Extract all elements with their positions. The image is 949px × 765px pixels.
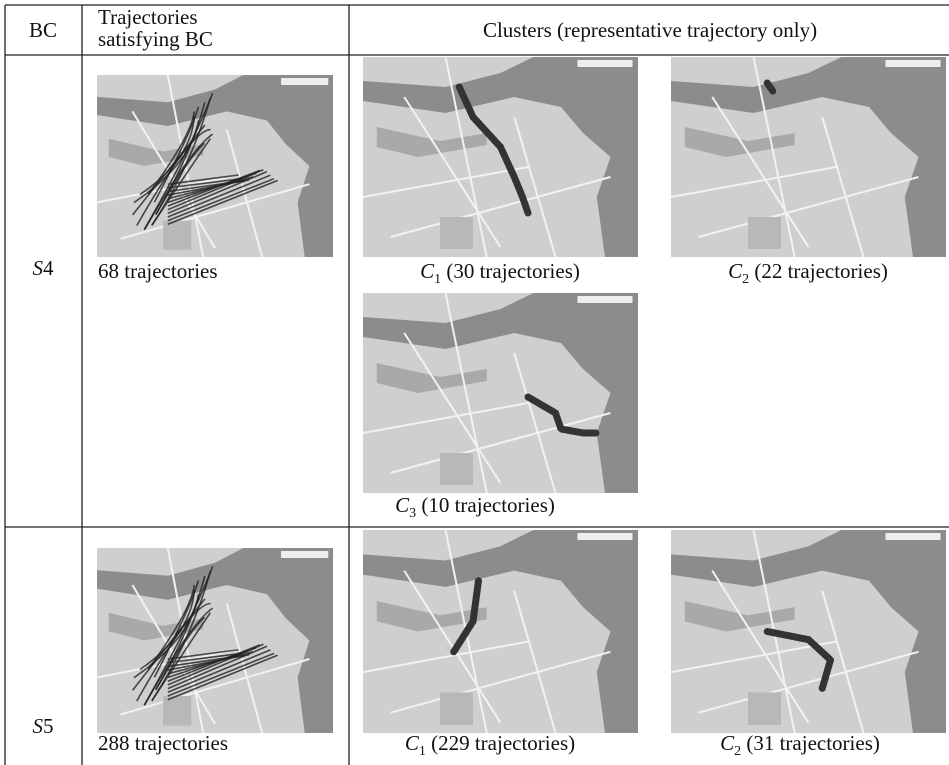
map-airport — [440, 217, 473, 249]
row-number: 5 — [43, 714, 54, 738]
caption-letter: S — [33, 714, 44, 738]
map-controls — [281, 551, 328, 558]
map-controls — [578, 296, 633, 303]
caption-text: (22 trajectories) — [749, 259, 888, 283]
caption: C2 (22 trajectories) — [728, 259, 888, 287]
caption-letter: C — [395, 493, 410, 517]
caption-letter: C — [405, 731, 420, 755]
map-airport — [440, 692, 473, 724]
map-controls — [886, 533, 941, 540]
map-airport — [163, 221, 191, 250]
map-image — [363, 57, 638, 257]
map-airport — [163, 696, 191, 726]
caption-subscript: 2 — [742, 272, 749, 287]
map-image — [97, 75, 333, 257]
caption-text: (31 trajectories) — [741, 731, 880, 755]
map-airport — [748, 692, 781, 724]
header-bc: BC — [29, 18, 57, 42]
caption: 68 trajectories — [98, 259, 218, 283]
caption-subscript: 3 — [409, 506, 416, 521]
caption-text: (229 trajectories) — [426, 731, 575, 755]
caption: S4 — [33, 256, 55, 280]
map-image — [363, 530, 638, 733]
row-number: 4 — [43, 256, 54, 280]
table-page: BC Trajectories satisfying BC Clusters (… — [0, 0, 949, 765]
caption-subscript: 2 — [734, 744, 741, 759]
caption: C1 (30 trajectories) — [420, 259, 580, 287]
map-image — [363, 293, 638, 493]
header-trajectories: satisfying BC — [98, 27, 213, 51]
caption: 288 trajectories — [98, 731, 228, 755]
caption: C3 (10 trajectories) — [395, 493, 555, 521]
map-controls — [578, 533, 633, 540]
caption-subscript: 1 — [419, 744, 426, 759]
map-image — [97, 548, 333, 733]
caption-letter: C — [420, 259, 435, 283]
caption: C1 (229 trajectories) — [405, 731, 575, 759]
map-controls — [281, 78, 328, 85]
header-clusters: Clusters (representative trajectory only… — [483, 18, 817, 42]
map-image — [671, 57, 946, 257]
caption-letter: C — [720, 731, 735, 755]
caption-subscript: 1 — [434, 272, 441, 287]
caption-letter: S — [33, 256, 44, 280]
caption-text: (30 trajectories) — [441, 259, 580, 283]
map-airport — [440, 453, 473, 485]
trajectory — [767, 83, 773, 91]
caption-letter: C — [728, 259, 743, 283]
map-airport — [748, 217, 781, 249]
map-controls — [578, 60, 633, 67]
caption: S5 — [33, 714, 54, 738]
map-controls — [886, 60, 941, 67]
caption: C2 (31 trajectories) — [720, 731, 880, 759]
map-image — [671, 530, 946, 733]
caption-text: (10 trajectories) — [416, 493, 555, 517]
header-trajectories: Trajectories — [98, 5, 198, 29]
